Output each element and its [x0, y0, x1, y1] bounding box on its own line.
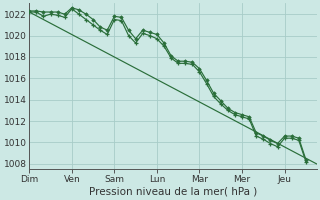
X-axis label: Pression niveau de la mer( hPa ): Pression niveau de la mer( hPa ) — [89, 187, 257, 197]
